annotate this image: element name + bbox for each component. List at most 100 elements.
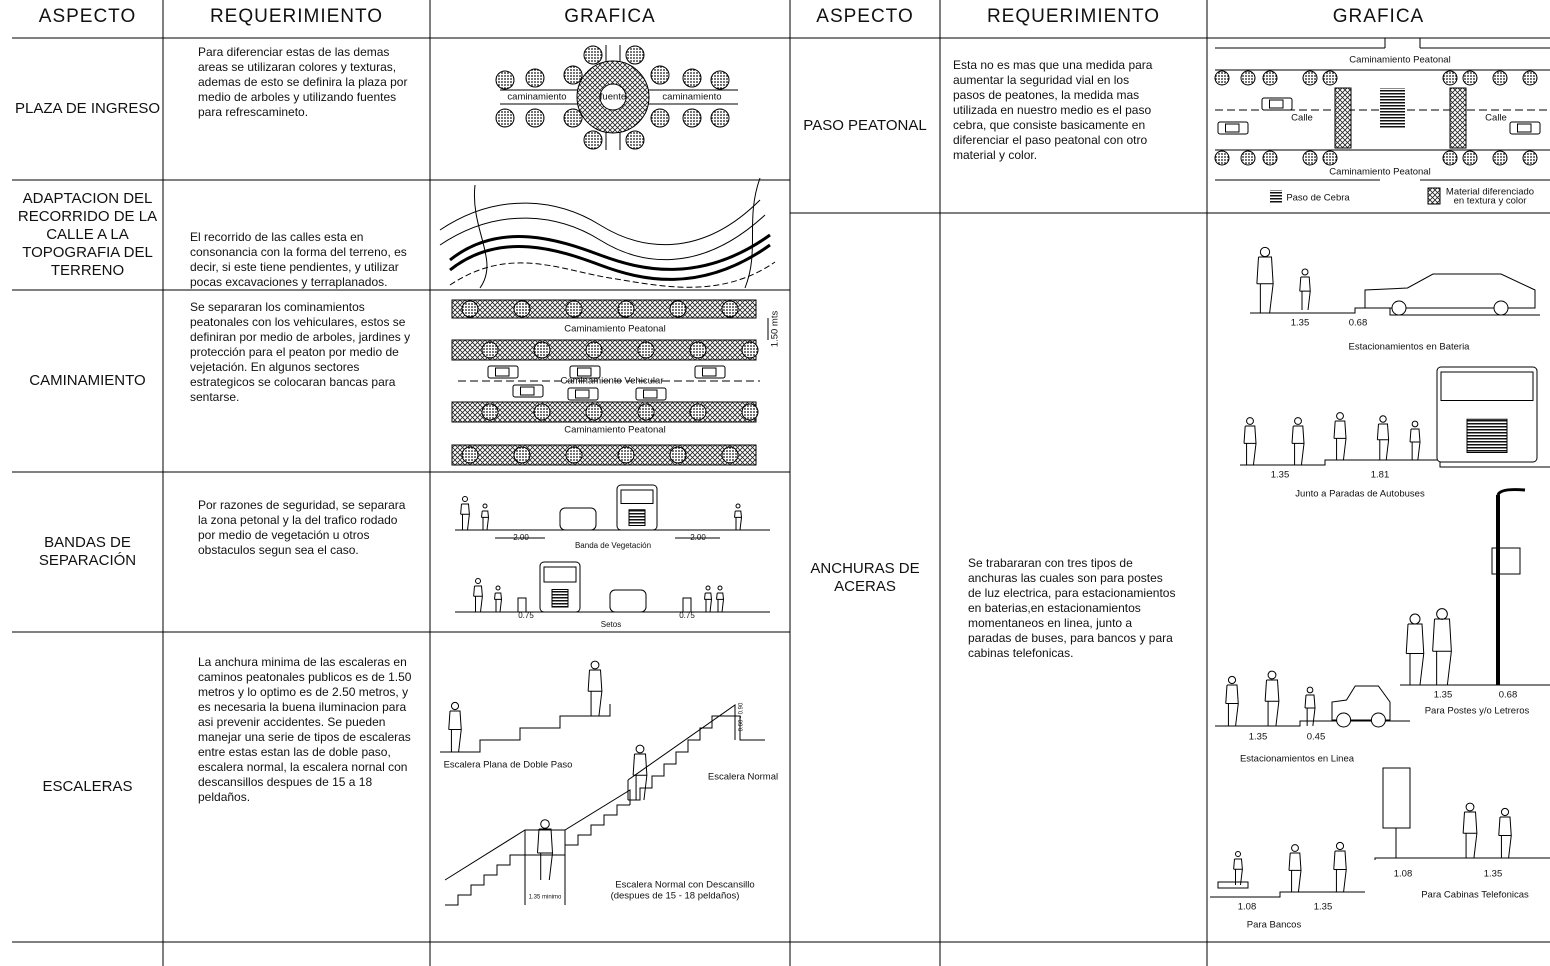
- car: [643, 389, 658, 399]
- person: [1432, 618, 1452, 686]
- aspect: ESCALERAS: [42, 778, 133, 795]
- tree: [1322, 150, 1338, 166]
- tree: [625, 130, 645, 150]
- bus: [616, 484, 658, 531]
- tree: [669, 300, 687, 318]
- person: [1336, 412, 1344, 420]
- person: [1409, 613, 1421, 625]
- column-header: ASPECTO: [38, 6, 137, 27]
- tree: [1302, 150, 1318, 166]
- car-side: [1331, 685, 1391, 721]
- graphic-label: 0.60 - 0.90: [739, 702, 745, 731]
- person: [494, 592, 503, 613]
- aspect: PASO PEATONAL: [803, 116, 927, 134]
- person: [1333, 850, 1347, 893]
- car: [702, 367, 717, 377]
- graphic-label: Estacionamientos en Bateria: [1349, 342, 1471, 353]
- person: [635, 744, 645, 754]
- graphic-label: caminamiento: [662, 92, 721, 103]
- tree: [650, 65, 670, 85]
- person: [1267, 670, 1277, 680]
- graphic-label: 1.35: [1249, 732, 1268, 743]
- person: [1227, 675, 1237, 685]
- tree: [461, 446, 479, 464]
- tree: [1240, 150, 1256, 166]
- person: [1294, 417, 1302, 425]
- tree: [682, 68, 702, 88]
- graphic-label: 1.35: [1291, 318, 1310, 329]
- graphic-label: 0.68: [1349, 318, 1368, 329]
- tree: [533, 341, 551, 359]
- requirement: Se separaran los cominamientos peatonale…: [190, 300, 411, 404]
- person: [1301, 268, 1309, 276]
- tree: [525, 108, 545, 128]
- tree: [1302, 70, 1318, 86]
- graphic-label: Escalera Plana de Doble Paso: [444, 760, 573, 771]
- requirement: La anchura minima de las escaleras en ca…: [198, 655, 412, 804]
- column-header: REQUERIMIENTO: [209, 6, 384, 27]
- person: [1291, 844, 1299, 852]
- tree: [1492, 150, 1508, 166]
- person: [1436, 608, 1448, 620]
- requirement: Esta no es mas que una medida para aumen…: [953, 58, 1153, 162]
- person: [475, 578, 481, 584]
- tree: [689, 403, 707, 421]
- person: [1405, 623, 1425, 686]
- tree: [721, 446, 739, 464]
- graphic-label: Caminamiento Peatonal: [564, 425, 665, 436]
- graphic-label: Para Bancos: [1247, 920, 1302, 931]
- graphic-label: 1.35: [1314, 902, 1333, 913]
- tree: [1262, 70, 1278, 86]
- graphic-label: fuente: [600, 92, 626, 103]
- person: [1409, 428, 1421, 461]
- tree: [495, 70, 515, 90]
- tree: [585, 403, 603, 421]
- graphic-label: Setos: [601, 620, 621, 629]
- graphic-label: Para Postes y/o Letreros: [1425, 706, 1530, 717]
- graphic-label: 1.08: [1394, 869, 1413, 880]
- aspect: BANDAS DE SEPARACIÓN: [38, 534, 137, 569]
- wheel: [1391, 300, 1407, 316]
- graphic-label: caminamiento: [507, 92, 566, 103]
- person: [1288, 852, 1302, 893]
- graphic-label: 2.00: [513, 533, 529, 542]
- graphic-label: Para Cabinas Telefonicas: [1421, 890, 1529, 901]
- person: [1379, 415, 1387, 423]
- person: [717, 585, 723, 591]
- graphic-label: Material diferenciado: [1446, 187, 1534, 198]
- tree: [625, 45, 645, 65]
- person: [1299, 276, 1311, 311]
- aspect: PLAZA DE INGRESO: [14, 100, 161, 117]
- figures: [448, 45, 1541, 893]
- graphic-label: Junto a Paradas de Autobuses: [1295, 489, 1425, 500]
- tree: [481, 403, 499, 421]
- person: [1225, 684, 1239, 727]
- tree: [1262, 150, 1278, 166]
- person: [482, 503, 488, 509]
- tree: [637, 403, 655, 421]
- tree: [669, 446, 687, 464]
- tree: [710, 108, 730, 128]
- person: [1246, 417, 1254, 425]
- tree: [565, 446, 583, 464]
- car: [520, 386, 535, 396]
- tree: [525, 68, 545, 88]
- tree: [637, 341, 655, 359]
- wheel: [1493, 300, 1509, 316]
- graphic-label: Banda de Vegetación: [575, 541, 651, 550]
- aspect: ANCHURAS DE ACERAS: [810, 559, 920, 595]
- person: [735, 503, 741, 509]
- tree: [1522, 70, 1538, 86]
- graphic-label: Caminamiento Peatonal: [1329, 167, 1430, 178]
- tree: [650, 108, 670, 128]
- car: [495, 367, 510, 377]
- car-side: [1364, 273, 1536, 309]
- tree: [513, 300, 531, 318]
- tree: [583, 130, 603, 150]
- column-header: REQUERIMIENTO: [986, 6, 1161, 27]
- tree: [1462, 150, 1478, 166]
- person: [1304, 694, 1316, 727]
- aspect: CAMINAMIENTO: [29, 372, 146, 389]
- bus: [1436, 366, 1538, 463]
- tree: [533, 403, 551, 421]
